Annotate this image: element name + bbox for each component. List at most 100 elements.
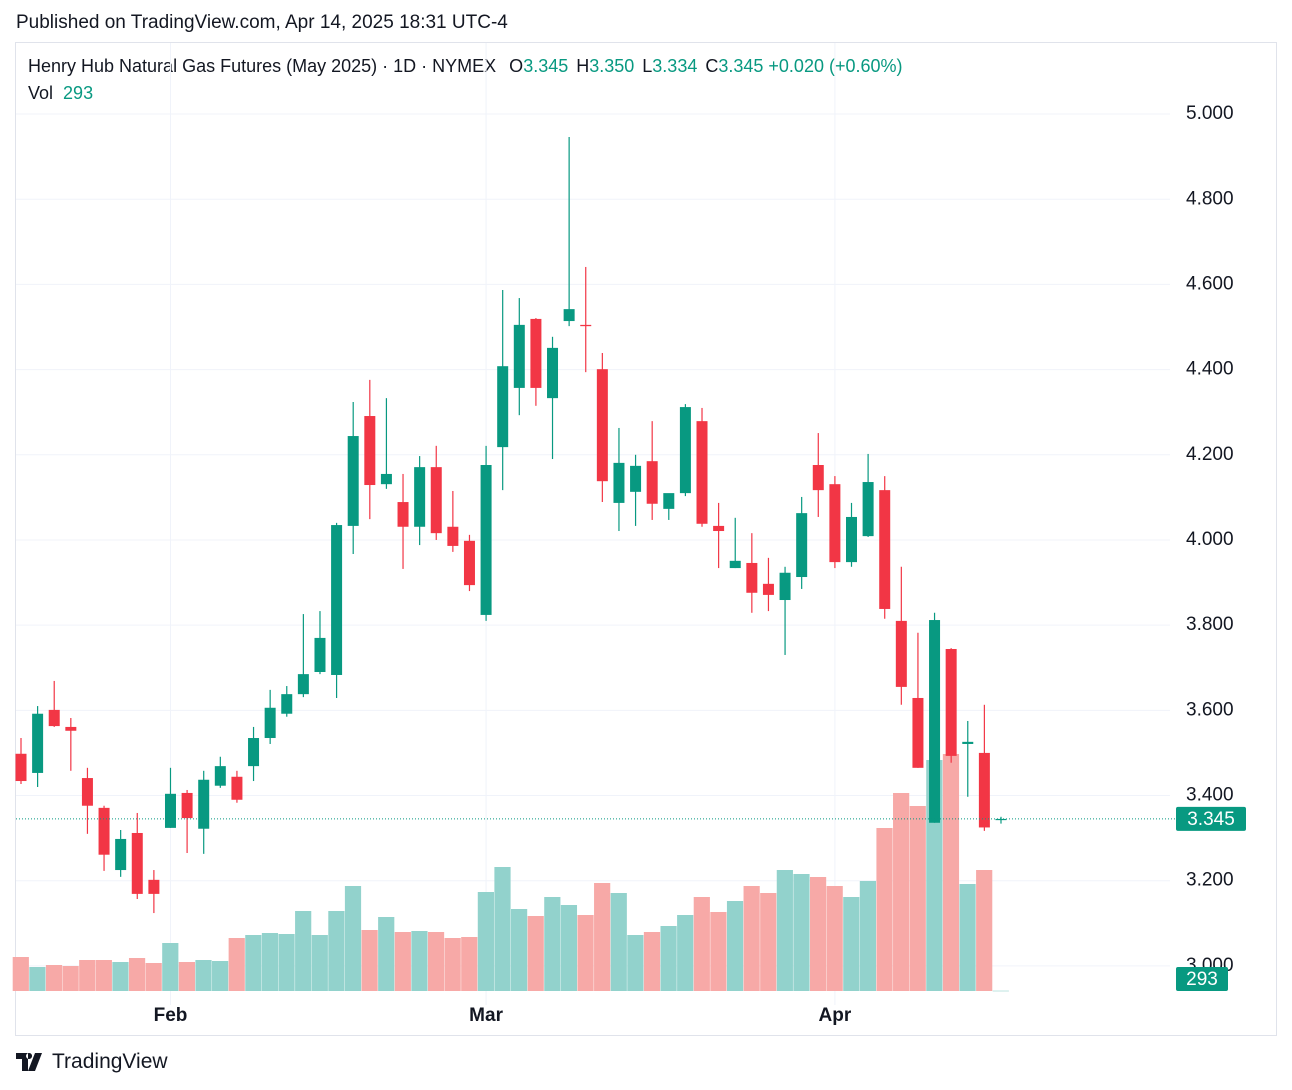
candle-body <box>713 525 725 532</box>
candle-body <box>978 752 990 828</box>
volume-bar <box>677 915 694 991</box>
volume-bar <box>394 932 411 991</box>
ohlc: O3.345 H3.350 L3.334 C3.345 <box>501 56 763 76</box>
candle-body <box>98 807 110 855</box>
y-tick-label: 4.000 <box>1186 529 1234 550</box>
candle-body <box>297 674 309 695</box>
volume-bar <box>295 911 312 991</box>
volume-box <box>1176 967 1228 991</box>
candle-body <box>447 526 459 546</box>
candle-body <box>762 583 774 595</box>
volume-bar <box>261 933 279 991</box>
candle-body <box>596 369 608 482</box>
volume-bar <box>494 867 511 991</box>
candle-body <box>331 525 343 675</box>
y-tick-label: 4.200 <box>1186 444 1234 465</box>
candle-body <box>181 792 193 819</box>
ohlc-label: C <box>705 56 719 76</box>
volume-bar <box>560 905 578 991</box>
volume-bar <box>893 793 910 991</box>
vol-label: Vol <box>28 83 54 103</box>
volume-bar <box>843 897 860 991</box>
candle-body <box>895 620 907 687</box>
volume-bar <box>809 877 827 991</box>
volume-bar <box>793 874 810 991</box>
volume-bar <box>245 935 262 991</box>
candle-body <box>131 832 143 894</box>
volume-bar <box>45 965 63 991</box>
volume-bar <box>411 931 428 991</box>
volume-bar <box>378 917 395 991</box>
candle-body <box>281 694 293 714</box>
volume-bar <box>594 883 611 991</box>
volume-bar <box>643 932 661 991</box>
candle-body <box>646 461 658 504</box>
volume-bar <box>361 930 378 991</box>
volume-bar <box>29 967 46 991</box>
candle-body <box>679 407 691 494</box>
candle-body <box>912 697 924 768</box>
candle-body <box>248 738 260 767</box>
candle-body <box>48 709 60 727</box>
ohlc-value: 3.345 <box>718 56 764 76</box>
volume-bar <box>477 892 494 991</box>
volume-bar <box>976 870 993 991</box>
volume-bar <box>178 962 195 991</box>
volume-bar <box>826 886 843 991</box>
volume-bar <box>145 963 162 991</box>
y-tick-label: 3.800 <box>1186 614 1234 635</box>
candle-body <box>430 467 442 534</box>
candle-body <box>231 776 243 800</box>
candle-body <box>364 416 376 486</box>
volume-bar <box>693 897 710 991</box>
volume-bar <box>610 893 627 991</box>
y-tick-label: 4.600 <box>1186 273 1234 294</box>
volume-bar <box>128 958 146 991</box>
candle-body <box>65 726 77 731</box>
volume-bar <box>328 911 345 991</box>
volume-bar <box>627 935 644 991</box>
candle-body <box>81 778 93 806</box>
published-note: Published on TradingView.com, Apr 14, 20… <box>16 12 508 33</box>
volume-bar <box>511 909 528 991</box>
y-tick-label: 4.800 <box>1186 188 1234 209</box>
volume-bar <box>95 960 112 991</box>
candle-body <box>696 421 708 524</box>
y-tick-label: 5.000 <box>1186 103 1234 124</box>
y-tick-label: 3.200 <box>1186 870 1234 891</box>
candle-body <box>347 436 359 526</box>
candle-body <box>148 879 160 894</box>
volume-bar <box>776 870 793 991</box>
candle-body <box>513 324 525 388</box>
volume-label: 293 <box>1186 969 1218 990</box>
candle-body <box>214 766 226 786</box>
candle-body <box>164 793 176 828</box>
volume-bar <box>992 990 1009 992</box>
ohlc-value: 3.334 <box>652 56 698 76</box>
volume-bar <box>228 938 245 991</box>
y-tick-label: 3.400 <box>1186 785 1234 806</box>
candle-body <box>380 473 392 485</box>
candle-body <box>580 324 592 327</box>
candle-body <box>480 465 492 615</box>
volume-bar <box>959 884 976 991</box>
candle-body <box>397 502 409 527</box>
x-tick-label: Apr <box>819 1005 852 1026</box>
chart-frame <box>15 42 1277 1036</box>
candle-body <box>15 753 27 782</box>
volume-bar <box>726 901 744 991</box>
volume-bar <box>942 754 960 991</box>
volume-bar <box>62 966 79 991</box>
volume-bar <box>112 962 129 991</box>
ohlc-label: L <box>642 56 653 76</box>
change: +0.020 (+0.60%) <box>768 56 903 76</box>
candle-body <box>198 779 210 829</box>
volume-bar <box>660 926 677 991</box>
volume-bar <box>311 935 328 991</box>
volume-bar <box>544 897 561 991</box>
candle-body <box>962 741 974 744</box>
ohlc-label: O <box>509 56 524 76</box>
last-price-box <box>1176 806 1246 831</box>
ohlc-value: 3.350 <box>589 56 635 76</box>
